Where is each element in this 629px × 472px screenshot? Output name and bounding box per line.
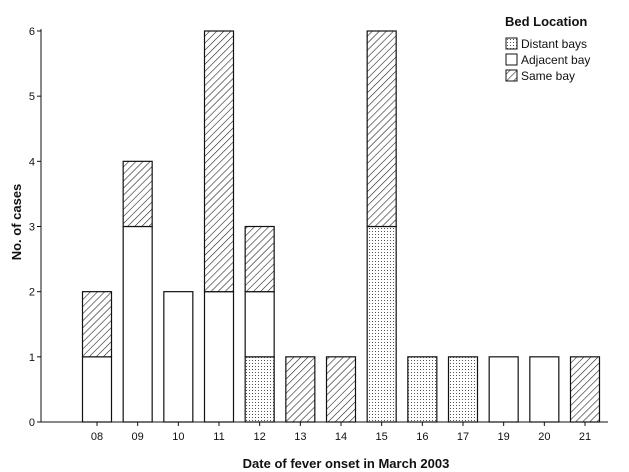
bar-segment-same-bay <box>244 225 275 293</box>
legend-swatch <box>505 69 518 82</box>
x-tick-label: 16 <box>416 431 428 443</box>
y-tick-label: 6 <box>29 26 35 38</box>
x-tick-label: 20 <box>538 431 550 443</box>
bar-segment-distant-bays <box>407 356 438 423</box>
bar-segment-adjacent-bay <box>163 291 194 423</box>
bar-segment-same-bay <box>81 291 113 358</box>
legend-swatch <box>505 53 518 66</box>
x-tick-label: 19 <box>498 431 510 443</box>
bar-segment-distant-bays <box>244 356 275 423</box>
y-axis-title: No. of cases <box>9 184 24 261</box>
y-tick-label: 0 <box>29 417 35 429</box>
bar-segment-same-bay <box>203 30 235 293</box>
bar-segment-adjacent-bay <box>244 291 275 358</box>
x-tick-label: 10 <box>172 431 184 443</box>
bar-segment-adjacent-bay <box>529 356 560 423</box>
bar-segment-adjacent-bay <box>122 225 153 423</box>
bar-segment-adjacent-bay <box>81 356 113 423</box>
y-tick-label: 1 <box>29 352 35 364</box>
y-tick-label: 2 <box>29 287 35 299</box>
x-axis-title: Date of fever onset in March 2003 <box>243 456 450 471</box>
bar-segment-same-bay <box>366 30 397 228</box>
y-tick-label: 5 <box>29 91 35 103</box>
bar-segment-distant-bays <box>447 356 479 423</box>
y-tick-label: 3 <box>29 222 35 234</box>
bar-segment-distant-bays <box>366 225 397 423</box>
bars <box>81 30 601 423</box>
x-tick-label: 14 <box>335 431 347 443</box>
bar-segment-same-bay <box>285 356 316 423</box>
x-tick-label: 11 <box>213 431 224 443</box>
legend-swatch <box>505 37 518 50</box>
legend-title: Bed Location <box>505 14 587 29</box>
bar-segment-same-bay <box>325 356 357 423</box>
bar-segment-same-bay <box>122 160 153 228</box>
bar-segment-adjacent-bay <box>203 291 235 423</box>
legend-label: Same bay <box>521 69 575 83</box>
y-axis: 0 1 2 3 4 5 6 <box>29 26 42 429</box>
bar-segment-same-bay <box>569 356 601 423</box>
x-axis: 08 09 10 11 12 13 14 15 16 17 19 20 21 <box>41 421 608 443</box>
y-tick-label: 4 <box>29 156 35 168</box>
x-tick-label: 12 <box>254 431 266 443</box>
legend-label: Distant bays <box>521 37 587 51</box>
x-tick-label: 17 <box>457 431 469 443</box>
legend: Bed Location Distant bays Adjacent bay Sam… <box>505 14 590 83</box>
legend-label: Adjacent bay <box>521 53 590 67</box>
x-tick-label: 13 <box>294 431 306 443</box>
x-tick-label: 15 <box>376 431 388 443</box>
x-tick-label: 09 <box>132 431 144 443</box>
bar-segment-adjacent-bay <box>488 356 519 423</box>
x-tick-label: 21 <box>579 431 591 443</box>
x-tick-label: 08 <box>91 431 103 443</box>
